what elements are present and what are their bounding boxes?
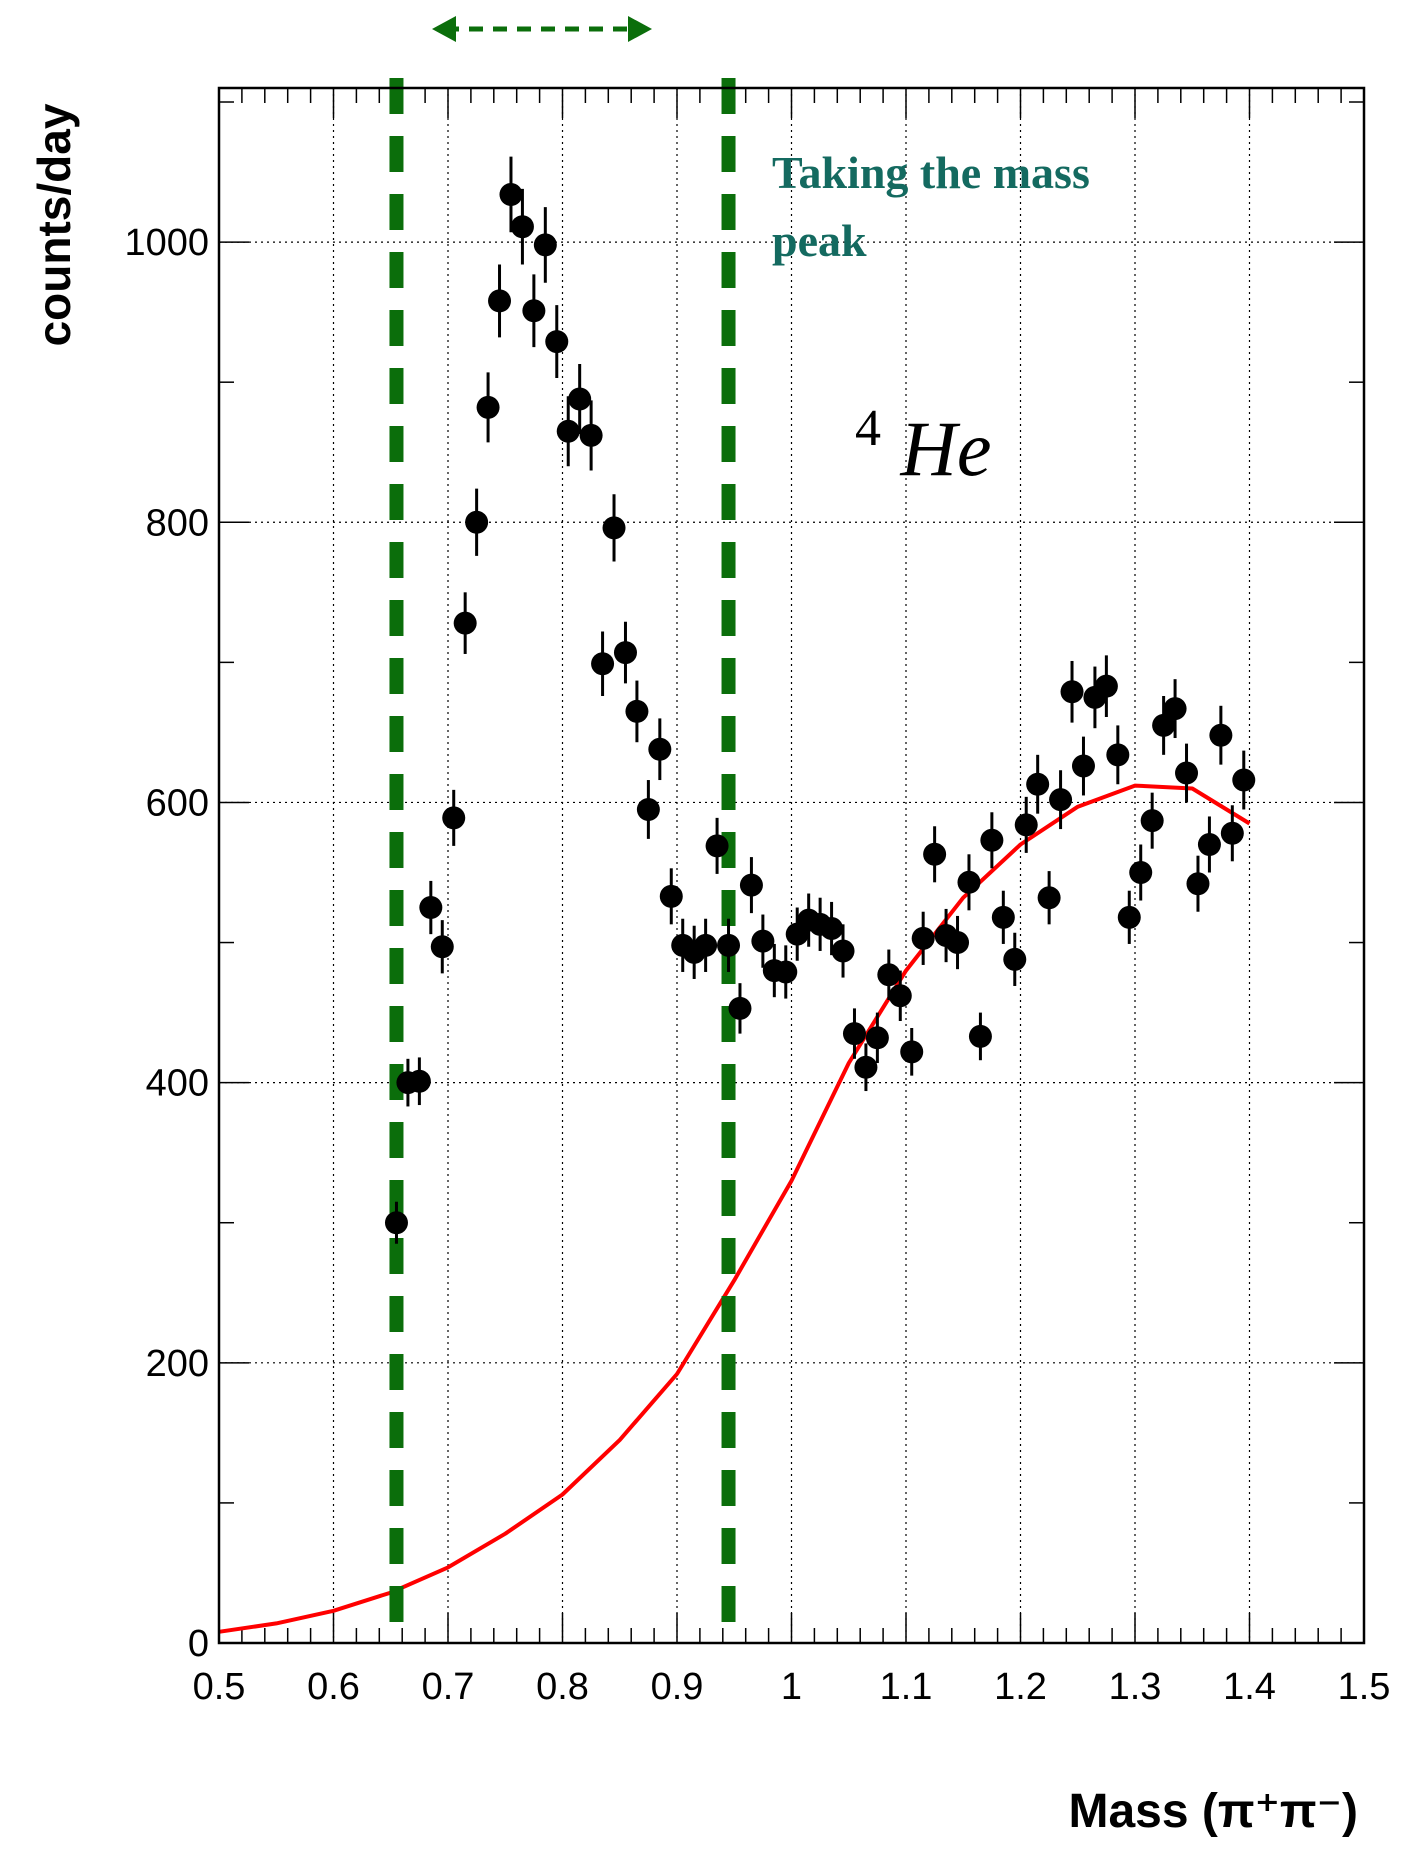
data-point <box>602 516 626 540</box>
data-point <box>705 834 729 858</box>
data-point <box>659 884 683 908</box>
target-nucleus-symbol: He <box>900 405 992 492</box>
target-nucleus-label: 4 He <box>855 375 991 492</box>
data-point <box>533 233 557 257</box>
data-point <box>991 905 1015 929</box>
data-point <box>1003 947 1027 971</box>
data-point <box>591 652 615 676</box>
y-tick-label: 0 <box>188 1623 209 1665</box>
data-point <box>1220 821 1244 845</box>
y-tick-label: 200 <box>146 1343 209 1385</box>
data-point <box>545 330 569 354</box>
data-point <box>568 387 592 411</box>
data-point <box>1140 809 1164 833</box>
frame-layer <box>217 86 1366 1645</box>
selection-arrow-right-head <box>628 16 652 42</box>
data-point <box>442 806 466 830</box>
data-point <box>1152 713 1176 737</box>
data-point <box>717 933 741 957</box>
data-point <box>1060 680 1084 704</box>
data-point <box>1209 723 1233 747</box>
data-point <box>613 641 637 665</box>
x-tick-label: 1 <box>781 1666 802 1708</box>
data-point <box>728 996 752 1020</box>
data-point <box>820 917 844 941</box>
plot-frame <box>217 86 1366 1645</box>
data-point <box>1037 886 1061 910</box>
data-point <box>694 933 718 957</box>
peak-annotation-line1: Taking the mass <box>772 147 1090 198</box>
data-point <box>946 931 970 955</box>
data-point <box>911 926 935 950</box>
data-point <box>739 873 763 897</box>
ticks-layer: 0.5 0.6 0.7 0.8 0.9 1 1.1 1.2 1.3 1.4 1.5 0 200 400 60… <box>124 88 1390 1708</box>
data-point <box>522 299 546 323</box>
data-point <box>831 939 855 963</box>
data-point <box>465 510 489 534</box>
x-tick-label: 1.2 <box>994 1666 1047 1708</box>
x-tick-label: 0.6 <box>307 1666 360 1708</box>
data-point <box>957 870 981 894</box>
data-point <box>900 1040 924 1064</box>
y-tick-label: 400 <box>146 1063 209 1105</box>
data-point <box>488 289 512 313</box>
x-tick-label: 0.8 <box>536 1666 589 1708</box>
data-point <box>510 215 534 239</box>
data-point <box>774 960 798 984</box>
data-point <box>556 419 580 443</box>
data-point <box>865 1026 889 1050</box>
data-point <box>751 929 775 953</box>
data-point <box>1106 743 1130 767</box>
data-point <box>648 737 672 761</box>
y-tick-label: 800 <box>146 502 209 544</box>
data-point <box>579 423 603 447</box>
x-tick-label: 1.5 <box>1338 1666 1391 1708</box>
data-point <box>968 1024 992 1048</box>
data-point <box>1014 813 1038 837</box>
data-point <box>923 842 947 866</box>
peak-annotation-line2: peak <box>772 215 867 266</box>
data-point <box>854 1055 878 1079</box>
data-point <box>1175 761 1199 785</box>
data-point <box>888 984 912 1008</box>
data-points-layer <box>384 156 1256 1244</box>
data-point <box>407 1069 431 1093</box>
data-point <box>1094 674 1118 698</box>
data-point <box>430 935 454 959</box>
x-tick-label: 0.9 <box>651 1666 704 1708</box>
x-tick-label: 0.7 <box>422 1666 475 1708</box>
target-nucleus-mass-number: 4 <box>855 400 881 457</box>
y-axis-title: counts/day <box>28 103 80 346</box>
data-point <box>1117 905 1141 929</box>
x-tick-label: 1.4 <box>1223 1666 1276 1708</box>
data-point <box>419 896 443 920</box>
data-point <box>1071 754 1095 778</box>
data-point <box>625 699 649 723</box>
data-point <box>1129 861 1153 885</box>
y-tick-label: 600 <box>146 782 209 824</box>
x-axis-title: Mass (π⁺π⁻) <box>1068 1785 1358 1838</box>
x-tick-label: 0.5 <box>193 1666 246 1708</box>
y-tick-label: 1000 <box>124 222 209 264</box>
data-point <box>1163 697 1187 721</box>
x-tick-label: 1.3 <box>1109 1666 1162 1708</box>
data-point <box>1049 788 1073 812</box>
data-point <box>877 963 901 987</box>
data-point <box>499 182 523 206</box>
selection-arrow-left-head <box>432 16 456 42</box>
data-point <box>453 611 477 635</box>
data-point <box>476 395 500 419</box>
data-point <box>384 1211 408 1235</box>
data-point <box>980 828 1004 852</box>
data-point <box>636 797 660 821</box>
data-point <box>842 1022 866 1046</box>
data-point <box>1026 772 1050 796</box>
selection-window-layer <box>389 16 736 1643</box>
data-point <box>1232 768 1256 792</box>
data-point <box>1197 832 1221 856</box>
x-tick-label: 1.1 <box>880 1666 933 1708</box>
data-point <box>1186 872 1210 896</box>
